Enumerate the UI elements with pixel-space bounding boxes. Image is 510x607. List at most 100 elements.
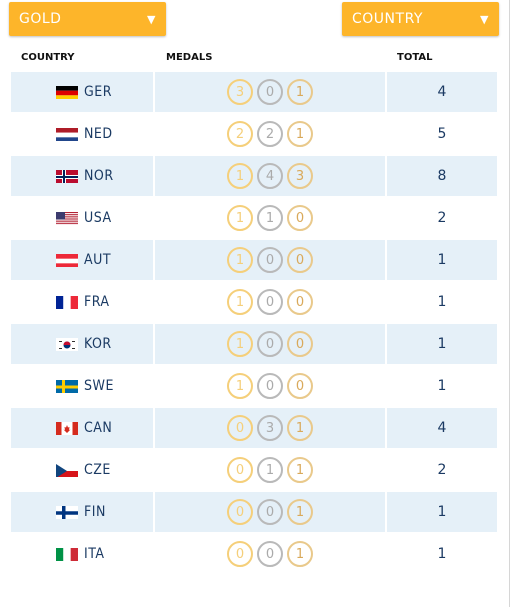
silver-medal-count: 0 [257,331,283,357]
table-header: COUNTRY MEDALS TOTAL [0,52,510,66]
table-row[interactable]: NED 2 2 1 5 [11,114,497,156]
table-row[interactable]: USA 1 1 0 2 [11,198,497,240]
gold-medal-count: 2 [227,121,253,147]
table-row[interactable]: KOR 1 0 0 1 [11,324,497,366]
table-row[interactable]: SWE 1 0 0 1 [11,366,497,408]
aut-flag-icon [56,253,78,267]
bronze-medal-count: 1 [287,499,313,525]
country-cell: GER [11,72,153,112]
country-code: GER [84,84,112,100]
bronze-medal-count: 0 [287,331,313,357]
column-header-total[interactable]: TOTAL [397,52,433,63]
silver-medal-count: 0 [257,499,283,525]
bronze-medal-count: 1 [287,457,313,483]
bronze-medal-count: 1 [287,79,313,105]
country-cell: FRA [11,282,153,322]
total-cell: 1 [387,324,497,364]
fin-flag-icon [56,505,78,519]
medal-sort-label: GOLD [19,11,62,27]
medal-sort-dropdown[interactable]: GOLD ▼ [9,2,166,36]
total-cell: 1 [387,492,497,532]
group-by-dropdown[interactable]: COUNTRY ▼ [342,2,499,36]
bronze-medal-count: 0 [287,289,313,315]
country-code: AUT [84,252,112,268]
country-cell: NED [11,114,153,154]
total-cell: 4 [387,72,497,112]
chevron-down-icon: ▼ [480,12,489,26]
bronze-medal-count: 3 [287,163,313,189]
table-row[interactable]: GER 3 0 1 4 [11,72,497,114]
total-cell: 5 [387,114,497,154]
total-medals: 1 [437,504,447,520]
country-code: USA [84,210,112,226]
can-flag-icon [56,421,78,435]
total-cell: 1 [387,366,497,406]
total-medals: 1 [437,294,447,310]
total-cell: 1 [387,282,497,322]
table-row[interactable]: CAN 0 3 1 4 [11,408,497,450]
country-cell: FIN [11,492,153,532]
country-cell: USA [11,198,153,238]
total-cell: 8 [387,156,497,196]
gold-medal-count: 1 [227,163,253,189]
bronze-medal-count: 1 [287,121,313,147]
fra-flag-icon [56,295,78,309]
country-code: FRA [84,294,110,310]
bronze-medal-count: 0 [287,205,313,231]
column-header-country[interactable]: COUNTRY [21,52,75,63]
silver-medal-count: 1 [257,205,283,231]
country-code: CAN [84,420,113,436]
gold-medal-count: 1 [227,331,253,357]
silver-medal-count: 0 [257,541,283,567]
column-header-medals[interactable]: MEDALS [166,52,213,63]
gold-medal-count: 1 [227,289,253,315]
total-medals: 5 [437,126,447,142]
bronze-medal-count: 1 [287,541,313,567]
kor-flag-icon [56,337,78,351]
country-code: NED [84,126,113,142]
country-cell: KOR [11,324,153,364]
total-medals: 4 [437,84,447,100]
country-code: SWE [84,378,114,394]
medal-table: GER 3 0 1 4 NED 2 2 1 5 NOR 1 4 3 8 USA 1 1 0 2 AUT 1 0 0 1 FRA 1 0… [11,72,497,576]
total-medals: 4 [437,420,447,436]
ita-flag-icon [56,547,78,561]
silver-medal-count: 0 [257,79,283,105]
silver-medal-count: 0 [257,373,283,399]
total-cell: 1 [387,534,497,574]
gold-medal-count: 1 [227,205,253,231]
table-row[interactable]: ITA 0 0 1 1 [11,534,497,576]
country-code: CZE [84,462,111,478]
table-row[interactable]: NOR 1 4 3 8 [11,156,497,198]
silver-medal-count: 4 [257,163,283,189]
bronze-medal-count: 0 [287,373,313,399]
group-by-label: COUNTRY [352,11,423,27]
table-row[interactable]: AUT 1 0 0 1 [11,240,497,282]
total-medals: 1 [437,546,447,562]
country-code: FIN [84,504,106,520]
gold-medal-count: 3 [227,79,253,105]
table-row[interactable]: CZE 0 1 1 2 [11,450,497,492]
total-cell: 4 [387,408,497,448]
nor-flag-icon [56,169,78,183]
table-row[interactable]: FIN 0 0 1 1 [11,492,497,534]
gold-medal-count: 1 [227,373,253,399]
total-cell: 2 [387,198,497,238]
bronze-medal-count: 0 [287,247,313,273]
country-cell: SWE [11,366,153,406]
total-cell: 1 [387,240,497,280]
total-cell: 2 [387,450,497,490]
total-medals: 1 [437,336,447,352]
silver-medal-count: 1 [257,457,283,483]
table-row[interactable]: FRA 1 0 0 1 [11,282,497,324]
total-medals: 2 [437,462,447,478]
